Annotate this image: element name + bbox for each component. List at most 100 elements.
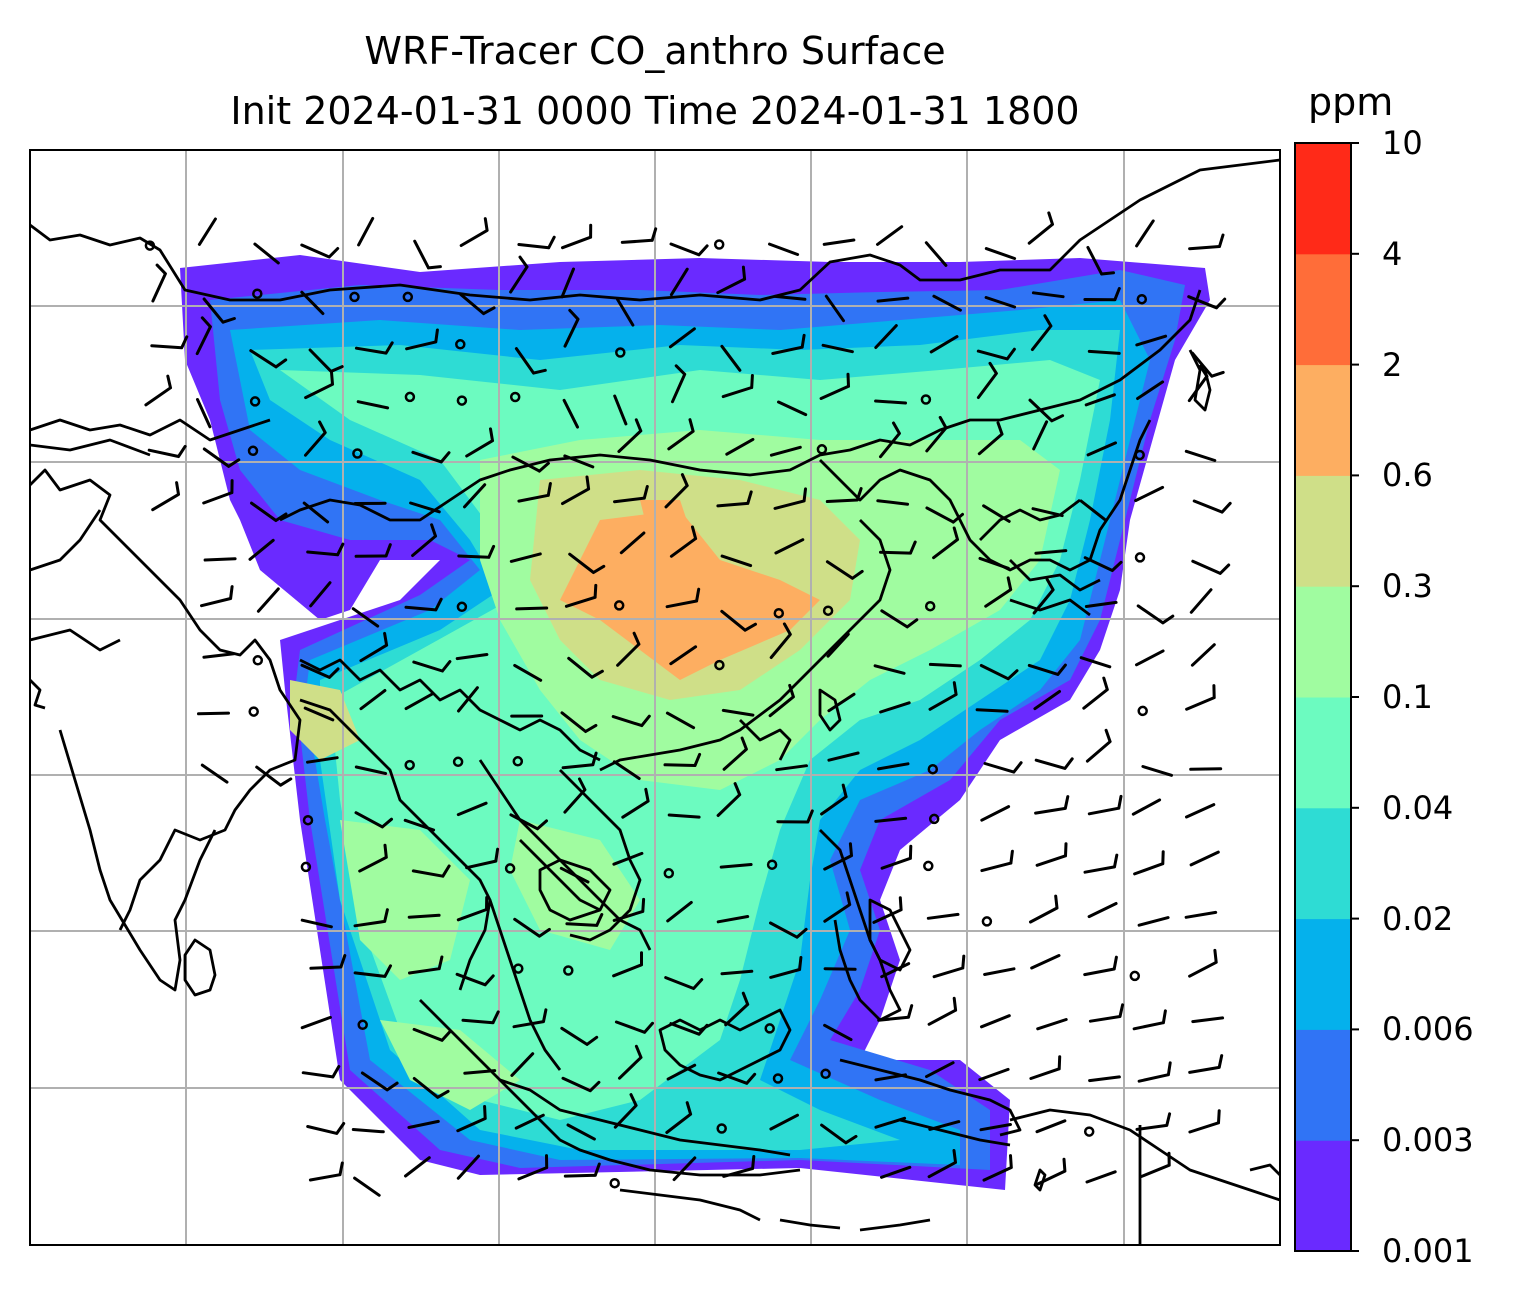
wind-calm-marker [512, 756, 524, 767]
colorbar-tick-label: 0.3 [1382, 567, 1433, 606]
wind-barb [621, 787, 650, 819]
wind-barb [1085, 1170, 1117, 1184]
wind-barb [351, 1128, 385, 1134]
wind-barb [1029, 894, 1059, 924]
wind-barb [880, 609, 919, 629]
wind-barb [412, 1027, 452, 1042]
wind-calm-marker [456, 601, 468, 613]
wind-barb [1136, 604, 1175, 625]
wind-barb [665, 587, 701, 609]
wind-barb [1134, 485, 1165, 503]
wind-barb [984, 576, 1013, 608]
colorbar-segment [1295, 143, 1351, 255]
wind-calm-marker [981, 916, 993, 927]
wind-barb [1184, 910, 1218, 919]
wind-calm-marker [252, 655, 264, 666]
wind-barb [457, 686, 479, 713]
wind-barb [669, 1022, 709, 1036]
wind-barb [876, 296, 910, 303]
wind-calm-marker [563, 965, 574, 976]
wind-barb [567, 656, 604, 679]
wind-barb [300, 918, 333, 929]
wind-calm-marker [349, 291, 360, 303]
wind-calm-marker [247, 445, 259, 457]
wind-barb [874, 1073, 907, 1082]
wind-barb [1083, 955, 1118, 977]
wind-barb [354, 765, 388, 775]
wind-barb [404, 1156, 431, 1178]
wind-barb [932, 526, 959, 560]
wind-barb [304, 420, 327, 457]
colorbar-segment [1295, 364, 1351, 476]
wind-barb [248, 538, 275, 561]
wind-barb [720, 344, 742, 372]
wind-calm-marker [609, 1177, 620, 1189]
wind-barb [202, 297, 236, 324]
wind-barb [1137, 916, 1170, 927]
wind-barb [820, 783, 848, 816]
wind-barb [404, 692, 434, 711]
wind-calm-marker [509, 391, 521, 403]
wind-barb [665, 711, 696, 730]
wind-calm-marker [504, 863, 516, 874]
wind-barb [405, 328, 439, 351]
colorbar-tick-label: 0.003 [1382, 1121, 1474, 1160]
wind-barb [202, 652, 236, 659]
wind-barb [514, 347, 547, 375]
wind-barb [511, 455, 550, 473]
wind-barb [925, 415, 948, 453]
field-region-very-high [560, 510, 820, 680]
wind-barb [872, 896, 903, 924]
wind-barb [461, 1010, 500, 1025]
wind-barb [980, 1014, 1011, 1029]
wind-barb [459, 292, 496, 316]
wind-barb [825, 560, 864, 580]
wind-barb [357, 216, 375, 247]
wind-barb [725, 437, 755, 456]
wind-barb [880, 962, 911, 979]
wind-barb [769, 622, 792, 659]
wind-barb [150, 335, 189, 350]
wind-barb [301, 1065, 341, 1079]
wind-barb [669, 525, 698, 558]
wind-barb [309, 954, 347, 970]
wind-barb [255, 765, 293, 787]
wind-barb [563, 454, 595, 469]
wind-barb [975, 708, 1009, 713]
wind-barb [716, 490, 753, 508]
wind-barb [979, 664, 1019, 681]
wind-barb [513, 663, 543, 682]
wind-barb [1083, 556, 1123, 572]
wind-barb [1192, 499, 1232, 514]
graticule [30, 150, 1280, 1245]
wind-barb [456, 801, 488, 817]
wind-barb [976, 347, 1016, 361]
wind-barb [879, 540, 917, 555]
wind-barb [1082, 676, 1109, 710]
wind-barb [1184, 449, 1217, 462]
wind-calm-marker [613, 600, 625, 611]
wind-barb [1141, 765, 1173, 777]
wind-calm-marker [300, 861, 312, 873]
wind-barb [151, 481, 180, 512]
wind-calm-marker [924, 600, 936, 612]
wind-barb [873, 664, 906, 675]
wind-barb [200, 585, 234, 608]
wind-barb [874, 1116, 907, 1129]
wind-barb [560, 267, 575, 299]
wind-barb [927, 1149, 957, 1179]
wind-barb [1034, 549, 1068, 555]
wind-barb [408, 955, 444, 975]
wind-barb [1086, 441, 1117, 457]
wind-barb [1027, 663, 1067, 676]
wind-calm-marker [1134, 552, 1146, 563]
wind-barb [672, 1156, 697, 1182]
wind-barb [1084, 393, 1116, 407]
wind-barb [827, 751, 860, 762]
wind-barb [925, 1061, 955, 1079]
wind-barb [1085, 728, 1112, 763]
wind-barb [413, 239, 442, 270]
wind-calm-marker [816, 444, 828, 455]
wind-barb [1083, 287, 1121, 302]
wind-barb [562, 398, 579, 429]
